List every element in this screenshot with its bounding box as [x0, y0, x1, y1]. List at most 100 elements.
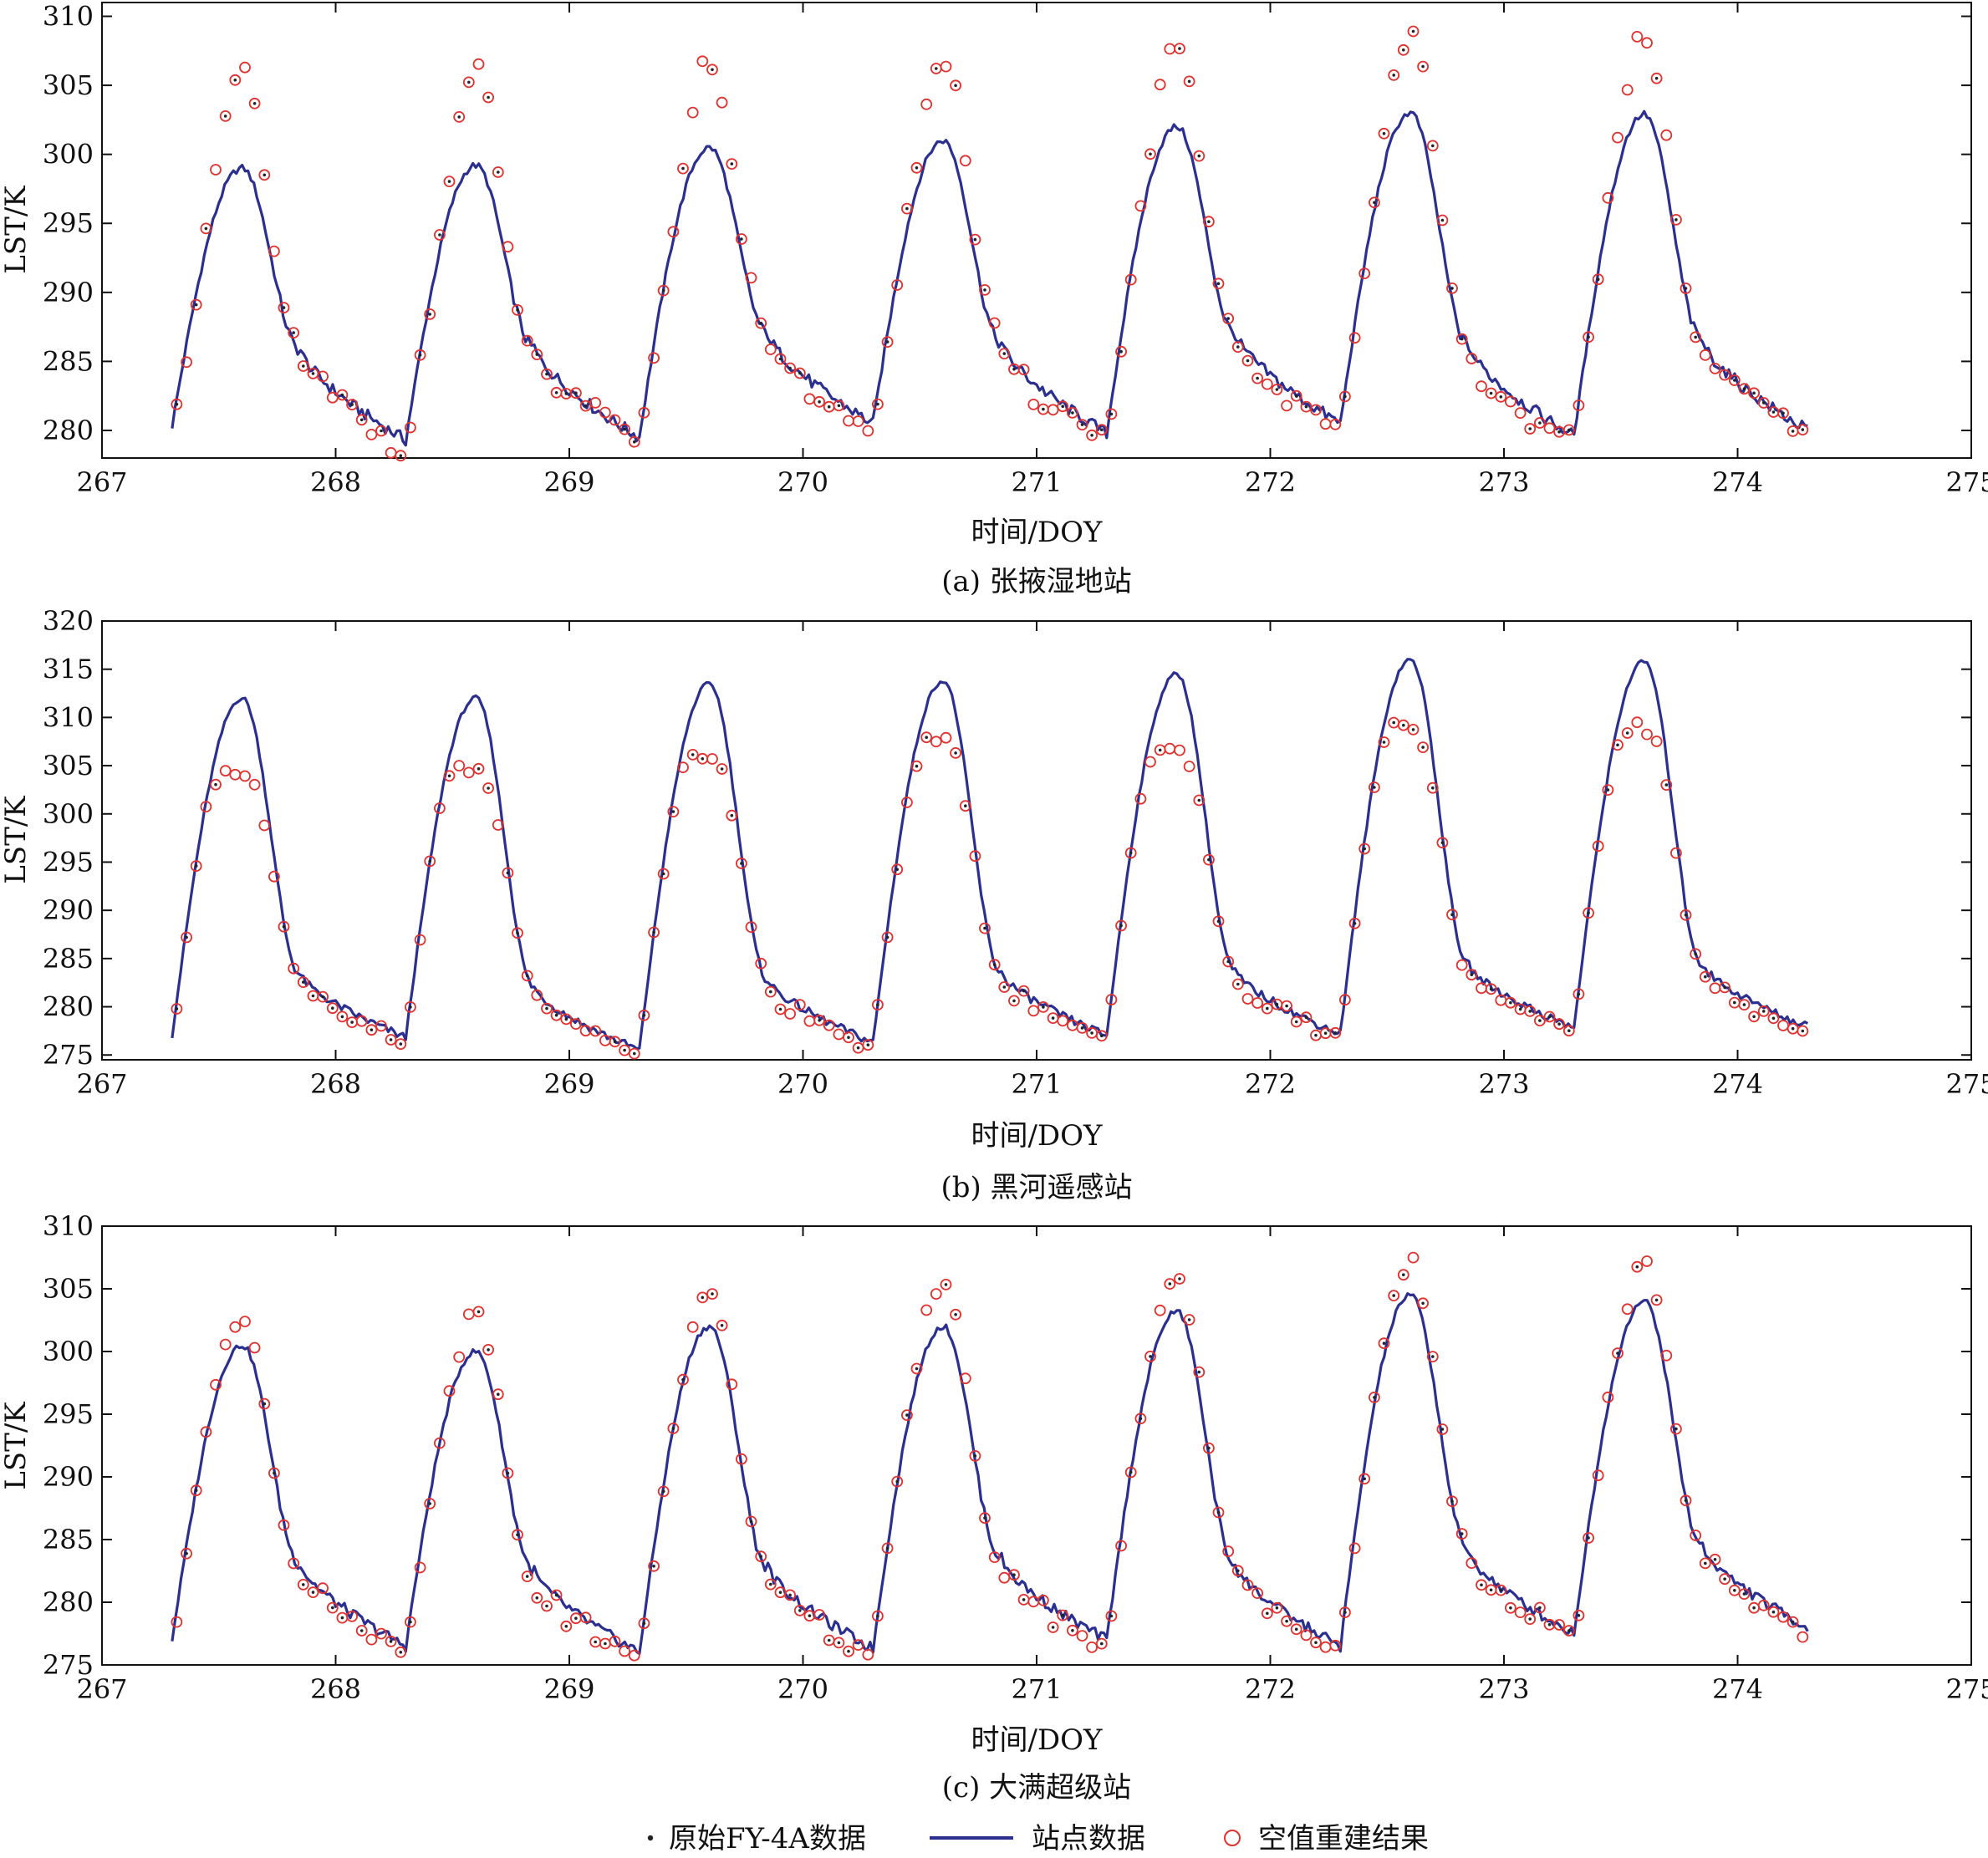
raw-point [1051, 1016, 1055, 1020]
recon-point [1329, 1639, 1342, 1652]
recon-point [1436, 214, 1449, 227]
raw-point [321, 995, 324, 999]
recon-point [1067, 1624, 1078, 1637]
raw-point [778, 357, 782, 361]
recon-point [988, 1551, 1001, 1563]
recon-point [1027, 1596, 1040, 1608]
x-tick-label-b-269: 269 [543, 1068, 594, 1100]
raw-point [1343, 1611, 1347, 1614]
recon-point [258, 1397, 271, 1410]
raw-point [720, 767, 724, 771]
recon-point [1670, 1423, 1682, 1435]
recon-point [1086, 429, 1098, 441]
raw-point [1664, 783, 1669, 786]
series-layer-a [171, 25, 1809, 462]
recon-point [638, 1009, 650, 1021]
recon-point [443, 770, 456, 782]
raw-point [623, 1048, 626, 1052]
raw-point [1382, 741, 1386, 744]
raw-point [1129, 851, 1133, 855]
raw-point [711, 1292, 714, 1296]
x-tick-label-c-267: 267 [76, 1673, 127, 1705]
recon-point [1621, 1303, 1634, 1316]
raw-point [1752, 391, 1756, 395]
recon-point [696, 55, 709, 68]
recon-point [531, 349, 543, 361]
raw-point [359, 418, 364, 422]
raw-point [409, 1620, 412, 1624]
recon-point [1339, 390, 1351, 403]
raw-point [915, 764, 919, 768]
recon-point [365, 1633, 378, 1646]
raw-point [1323, 1031, 1328, 1035]
raw-point [1742, 387, 1746, 391]
raw-point [497, 1392, 500, 1396]
recon-point [200, 222, 212, 235]
recon-point [1378, 127, 1390, 140]
recon-point [1358, 1473, 1371, 1485]
recon-point [755, 317, 767, 329]
recon-point [1738, 999, 1751, 1010]
raw-point [1363, 1477, 1366, 1481]
raw-point [1090, 1031, 1093, 1035]
x-tick-label-b-272: 272 [1245, 1068, 1296, 1100]
recon-point [1592, 840, 1604, 853]
raw-point [788, 1593, 792, 1597]
recon-point [910, 1362, 923, 1375]
legend-recon-marker [1224, 1830, 1241, 1846]
x-tick-label-a-273: 273 [1478, 466, 1529, 498]
raw-point [1587, 911, 1590, 915]
recon-point [940, 731, 952, 744]
recon-point [531, 989, 543, 1001]
raw-point [438, 233, 441, 237]
recon-point [998, 348, 1011, 360]
raw-point [1197, 798, 1201, 802]
x-tick-label-c-270: 270 [777, 1673, 828, 1705]
recon-point [872, 398, 884, 410]
x-tick-label-a-268: 268 [310, 466, 361, 498]
raw-point [1197, 1370, 1201, 1374]
raw-point [1022, 989, 1026, 993]
recon-point [1369, 196, 1380, 209]
recon-point [1067, 406, 1078, 419]
raw-point [311, 372, 315, 375]
recon-point [1134, 200, 1147, 212]
y-tick-label-b-275: 275 [43, 1039, 94, 1071]
recon-point [1378, 736, 1390, 748]
recon-point [959, 800, 971, 812]
raw-point [487, 786, 490, 790]
recon-point [1680, 1494, 1692, 1507]
recon-point [901, 1409, 913, 1421]
raw-point [876, 1614, 879, 1618]
raw-point [1343, 395, 1347, 399]
raw-point [1226, 317, 1230, 320]
raw-point [418, 354, 422, 357]
recon-point [239, 1316, 251, 1327]
recon-point [171, 1616, 183, 1628]
raw-point [1246, 359, 1250, 363]
raw-point [1528, 427, 1532, 430]
raw-point [194, 303, 198, 307]
recon-point [1212, 915, 1225, 928]
recon-point [1134, 1413, 1147, 1425]
recon-point [862, 1648, 874, 1661]
recon-point [862, 425, 874, 437]
recon-point [307, 1586, 319, 1598]
y-tick-label-b-285: 285 [43, 943, 94, 975]
raw-point [856, 1046, 860, 1050]
y-tick-label-a-285: 285 [43, 345, 94, 377]
raw-point [954, 1313, 957, 1316]
recon-point [833, 400, 845, 412]
recon-point [502, 867, 514, 879]
raw-point [282, 924, 286, 929]
recon-point [1358, 267, 1371, 280]
recon-point [736, 233, 747, 245]
recon-point [1271, 384, 1283, 395]
raw-point [1587, 335, 1590, 339]
recon-point [1534, 1601, 1546, 1614]
recon-point [1124, 273, 1137, 286]
y-tick-label-c-280: 280 [43, 1586, 94, 1618]
raw-point [1042, 1005, 1045, 1009]
recon-point [1670, 213, 1682, 226]
recon-point [988, 959, 1001, 971]
